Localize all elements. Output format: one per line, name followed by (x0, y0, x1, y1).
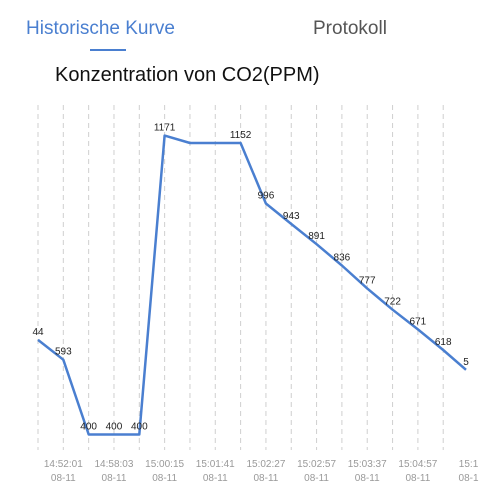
x-tick-date-label: 08-11 (51, 473, 76, 484)
x-tick-date-label: 08-11 (355, 473, 380, 484)
data-label: 400 (106, 421, 123, 432)
data-label: 777 (359, 275, 376, 286)
data-label: 1171 (154, 123, 176, 134)
x-tick-date-label: 08-11 (304, 473, 329, 484)
x-tick-time-label: 15:01:41 (196, 459, 235, 470)
x-tick-time-label: 15:02:57 (297, 459, 336, 470)
data-label: 671 (410, 316, 427, 327)
series-line (37, 134, 467, 436)
x-tick-time-label: 15:03:37 (348, 459, 387, 470)
data-label: 5 (463, 357, 469, 368)
chart-title: Konzentration von CO2(PPM) (55, 64, 320, 86)
data-label: 593 (55, 347, 72, 358)
x-tick-date-label: 08-11 (405, 473, 430, 484)
data-label: 722 (384, 297, 401, 308)
x-tick-time-label: 14:58:03 (95, 459, 134, 470)
x-tick-time-label: 15:02:27 (246, 459, 285, 470)
data-label: 400 (131, 421, 148, 432)
data-label: 44 (32, 327, 44, 338)
data-label: 618 (435, 337, 452, 348)
x-tick-date-label: 08-11 (102, 473, 127, 484)
data-label: 891 (308, 231, 325, 242)
x-tick-date-label: 08-11 (152, 473, 177, 484)
data-label: 1152 (230, 130, 252, 141)
tab-protokoll[interactable]: Protokoll (313, 18, 387, 39)
x-tick-date-label: 08-1 (459, 473, 479, 484)
x-tick-time-label: 14:52:01 (44, 459, 83, 470)
x-tick-date-label: 08-11 (254, 473, 279, 484)
data-label: 400 (80, 421, 97, 432)
data-label: 943 (283, 211, 300, 222)
x-tick-date-label: 08-11 (203, 473, 228, 484)
x-tick-time-label: 15:1 (459, 459, 479, 470)
active-tab-indicator (90, 49, 126, 51)
data-label: 996 (258, 190, 275, 201)
tab-bar: Historische Kurve Protokoll (0, 0, 500, 56)
data-label: 836 (334, 252, 351, 263)
x-tick-time-label: 15:04:57 (398, 459, 437, 470)
tab-historische-kurve[interactable]: Historische Kurve (26, 18, 175, 39)
x-tick-time-label: 15:00:15 (145, 459, 184, 470)
